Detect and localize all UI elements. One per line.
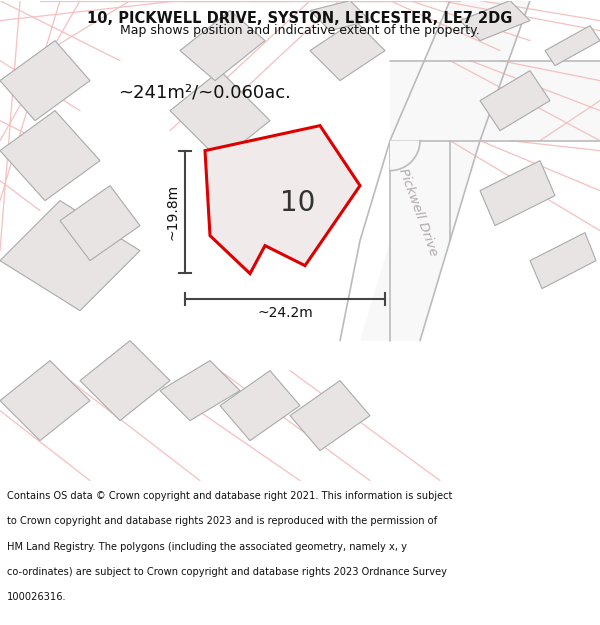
Polygon shape bbox=[545, 26, 600, 66]
Polygon shape bbox=[80, 341, 170, 421]
Polygon shape bbox=[0, 111, 100, 201]
Polygon shape bbox=[480, 161, 555, 226]
Polygon shape bbox=[60, 186, 140, 261]
Polygon shape bbox=[205, 126, 360, 274]
Text: ~241m²/~0.060ac.: ~241m²/~0.060ac. bbox=[118, 84, 291, 102]
Polygon shape bbox=[530, 232, 596, 289]
Text: Pickwell Drive: Pickwell Drive bbox=[396, 167, 440, 258]
Polygon shape bbox=[170, 71, 270, 161]
Polygon shape bbox=[310, 21, 385, 81]
Text: Contains OS data © Crown copyright and database right 2021. This information is : Contains OS data © Crown copyright and d… bbox=[7, 491, 452, 501]
Text: ~24.2m: ~24.2m bbox=[257, 306, 313, 319]
Polygon shape bbox=[360, 1, 530, 341]
Polygon shape bbox=[390, 61, 600, 141]
Polygon shape bbox=[180, 11, 265, 81]
Text: ~19.8m: ~19.8m bbox=[166, 184, 180, 239]
Text: to Crown copyright and database rights 2023 and is reproduced with the permissio: to Crown copyright and database rights 2… bbox=[7, 516, 437, 526]
Text: 10: 10 bbox=[280, 189, 316, 217]
Wedge shape bbox=[390, 141, 420, 171]
Polygon shape bbox=[310, 1, 370, 31]
Polygon shape bbox=[160, 361, 240, 421]
Text: 100026316.: 100026316. bbox=[7, 592, 67, 602]
Polygon shape bbox=[0, 41, 90, 121]
Polygon shape bbox=[290, 381, 370, 451]
Text: HM Land Registry. The polygons (including the associated geometry, namely x, y: HM Land Registry. The polygons (includin… bbox=[7, 542, 407, 552]
Text: Map shows position and indicative extent of the property.: Map shows position and indicative extent… bbox=[120, 24, 480, 37]
Polygon shape bbox=[220, 371, 300, 441]
Polygon shape bbox=[460, 1, 530, 41]
Polygon shape bbox=[0, 361, 90, 441]
Text: co-ordinates) are subject to Crown copyright and database rights 2023 Ordnance S: co-ordinates) are subject to Crown copyr… bbox=[7, 567, 447, 577]
Polygon shape bbox=[480, 71, 550, 131]
Polygon shape bbox=[0, 201, 140, 311]
Text: 10, PICKWELL DRIVE, SYSTON, LEICESTER, LE7 2DG: 10, PICKWELL DRIVE, SYSTON, LEICESTER, L… bbox=[88, 11, 512, 26]
